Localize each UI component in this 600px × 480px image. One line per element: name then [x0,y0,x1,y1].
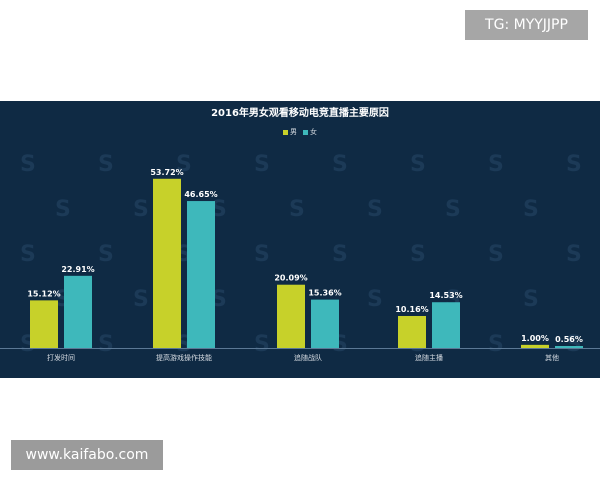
bar-male-2 [277,284,305,348]
watermark-glyph: S [133,287,149,312]
data-label-female-1: 46.65% [184,190,217,199]
bar-female-3 [432,302,460,348]
x-tick-label-2: 追随战队 [294,353,322,362]
x-tick-label-3: 追随主播 [415,353,443,362]
watermark-glyph: S [55,197,71,222]
watermark-glyph: S [410,242,426,267]
data-label-male-3: 10.16% [395,305,428,314]
watermark-glyph: S [566,332,582,357]
watermark-glyph: S [254,152,270,177]
site-badge: www.kaifabo.com [11,440,163,470]
watermark-glyph: S [445,197,461,222]
data-label-female-0: 22.91% [61,265,94,274]
watermark-glyph: S [20,242,36,267]
bar-male-4 [521,344,549,348]
watermark-glyph: S [20,152,36,177]
data-label-male-1: 53.72% [150,168,183,177]
legend-label-female: 女 [310,128,317,136]
watermark-glyph: S [98,152,114,177]
watermark-glyph: S [133,197,149,222]
bar-female-1 [187,201,215,348]
watermark-glyph: S [367,197,383,222]
watermark-glyph: S [566,152,582,177]
watermark-glyph: S [410,152,426,177]
watermark-glyph: S [488,152,504,177]
data-label-female-4: 0.56% [555,335,583,344]
watermark-glyph: S [523,197,539,222]
watermark-glyph: S [488,242,504,267]
data-label-male-4: 1.00% [521,334,549,343]
watermark-glyph: S [523,287,539,312]
bar-female-0 [64,275,92,348]
bar-male-3 [398,315,426,348]
legend-item-female: 女 [303,127,317,137]
bar-female-4 [555,346,583,348]
watermark-glyph: S [367,287,383,312]
watermark-glyph: S [566,242,582,267]
legend-swatch-female [303,129,308,135]
x-tick-label-4: 其他 [545,353,559,362]
chart-title: 2016年男女观看移动电竞直播主要原因 [211,108,389,119]
bar-chart: SSSSSSSSSSSSSSSSSSSSSSSSSSSSSSSSSSSSSSSS… [0,152,600,362]
watermark-glyph: S [176,152,192,177]
watermark-glyph: S [488,332,504,357]
data-label-male-0: 15.12% [27,289,60,298]
legend: 男 女 [0,127,600,137]
watermark-glyph: S [289,197,305,222]
data-label-female-3: 14.53% [429,291,462,300]
watermark-glyph: S [98,332,114,357]
legend-label-male: 男 [290,128,297,136]
x-tick-label-1: 提高游戏操作技能 [156,353,212,362]
tg-badge: TG: MYYJJPP [465,10,588,40]
x-tick-label-0: 打发时间 [47,353,75,362]
watermark-glyph: S [254,242,270,267]
watermark-glyph: S [98,242,114,267]
data-label-male-2: 20.09% [274,274,307,283]
watermark-glyph: S [254,332,270,357]
data-label-female-2: 15.36% [308,289,341,298]
legend-item-male: 男 [283,127,297,137]
watermark-glyph: S [332,242,348,267]
bar-male-0 [30,300,58,348]
legend-swatch-male [283,129,288,135]
bar-female-2 [311,299,339,348]
watermark-glyph: S [332,152,348,177]
bar-male-1 [153,178,181,348]
